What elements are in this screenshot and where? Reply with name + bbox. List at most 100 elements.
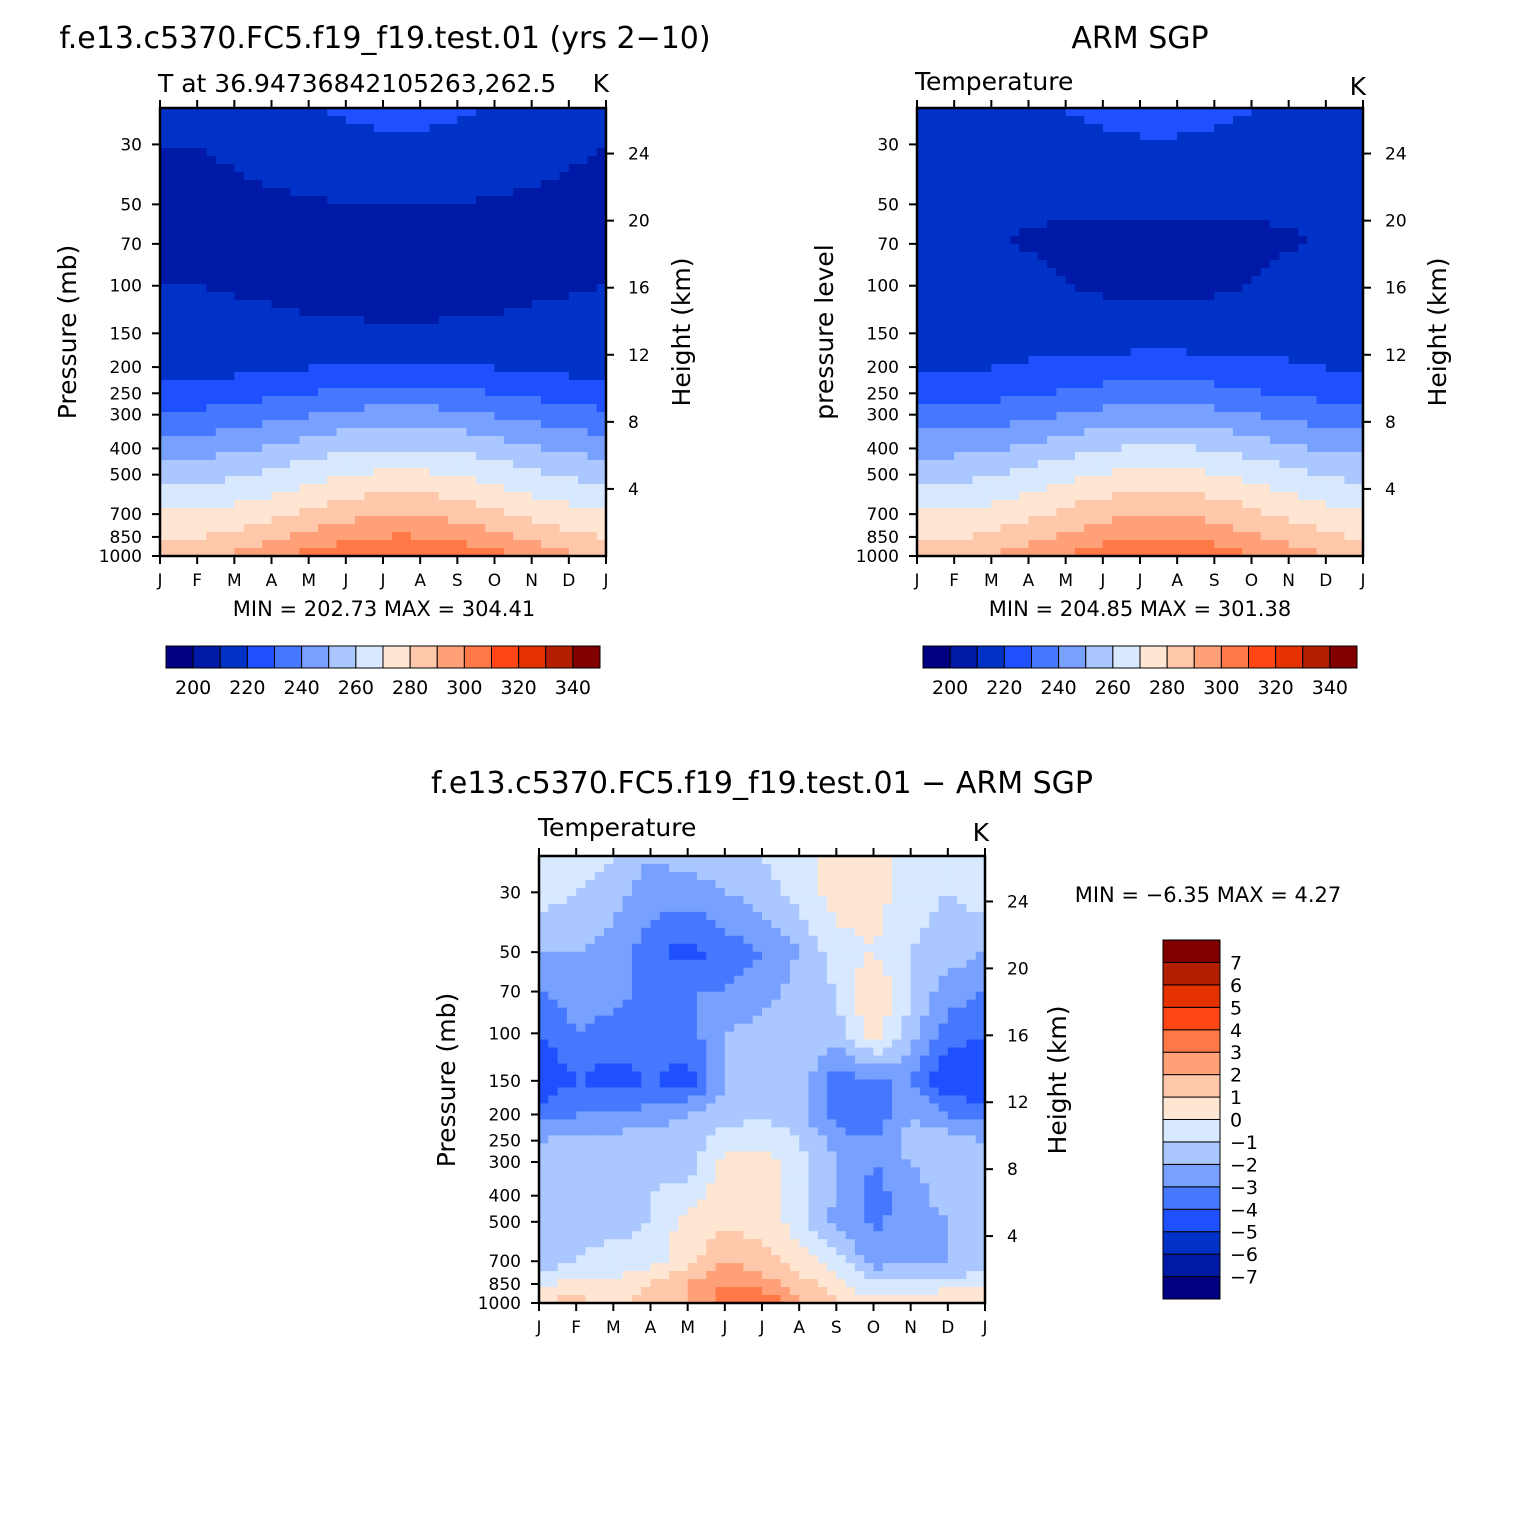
contour-cell	[160, 388, 170, 397]
contour-cell	[197, 524, 208, 533]
contour-cell	[559, 524, 570, 533]
contour-cell	[1316, 300, 1327, 309]
contour-cell	[1270, 316, 1280, 325]
contour-cell	[1074, 420, 1085, 429]
contour-cell	[1065, 124, 1076, 133]
contour-cell	[317, 548, 328, 557]
contour-cell	[1056, 276, 1067, 285]
contour-cell	[578, 356, 589, 365]
contour-cell	[299, 212, 310, 221]
contour-cell	[1009, 356, 1020, 365]
contour-cell	[420, 428, 431, 437]
contour-cell	[457, 428, 468, 437]
contour-cell	[401, 364, 412, 373]
contour-cell	[345, 292, 356, 301]
contour-cell	[1232, 324, 1243, 333]
contour-cell	[1279, 228, 1290, 237]
contour-cell	[1316, 308, 1327, 317]
contour-cell	[187, 476, 198, 485]
contour-cell	[926, 172, 937, 181]
contour-cell	[1102, 340, 1113, 349]
contour-cell	[345, 468, 356, 477]
contour-cell	[494, 436, 505, 445]
contour-cell	[1140, 124, 1150, 133]
contour-cell	[587, 340, 598, 349]
contour-cell	[1121, 228, 1132, 237]
contour-cell	[972, 140, 983, 149]
contour-cell	[457, 220, 468, 229]
contour-cell	[1047, 332, 1057, 341]
contour-cell	[206, 316, 217, 325]
contour-cell	[1307, 436, 1318, 445]
contour-cell	[215, 220, 226, 229]
contour-cell	[568, 540, 579, 549]
contour-cell	[1177, 108, 1188, 117]
contour-cell	[438, 156, 449, 165]
contour-cell	[1214, 260, 1225, 269]
contour-cell	[991, 180, 1002, 189]
contour-cell	[1251, 252, 1262, 261]
contour-cell	[494, 500, 505, 509]
contour-cell	[355, 148, 366, 157]
contour-cell	[290, 412, 300, 421]
contour-cell	[160, 492, 170, 501]
contour-cell	[355, 140, 366, 149]
contour-cell	[982, 260, 992, 269]
contour-cell	[1028, 348, 1039, 357]
contour-cell	[1158, 108, 1169, 117]
contour-cell	[392, 356, 403, 365]
contour-cell	[373, 268, 384, 277]
contour-cell	[1186, 140, 1197, 149]
contour-cell	[1251, 380, 1262, 389]
contour-cell	[475, 132, 486, 141]
contour-cell	[1084, 204, 1095, 213]
contour-cell	[299, 300, 310, 309]
contour-cell	[494, 492, 505, 501]
contour-cell	[1325, 316, 1336, 325]
contour-cell	[206, 364, 217, 373]
contour-cell	[355, 364, 366, 373]
contour-cell	[954, 404, 965, 413]
contour-cell	[160, 220, 170, 229]
contour-cell	[1214, 276, 1225, 285]
contour-cell	[1186, 452, 1197, 461]
contour-cell	[1186, 260, 1197, 269]
contour-cell	[243, 420, 254, 429]
contour-cell	[1112, 388, 1123, 397]
contour-cell	[169, 452, 180, 461]
contour-cell	[364, 252, 375, 261]
contour-cell	[262, 452, 273, 461]
contour-cell	[1149, 332, 1160, 341]
contour-cell	[243, 244, 254, 253]
contour-cell	[1028, 252, 1039, 261]
contour-cell	[355, 292, 366, 301]
contour-cell	[1195, 236, 1206, 245]
contour-cell	[373, 452, 384, 461]
contour-cell	[1186, 404, 1197, 413]
contour-cell	[540, 460, 551, 469]
contour-cell	[169, 180, 180, 189]
contour-cell	[401, 436, 412, 445]
contour-cell	[206, 452, 217, 461]
contour-cell	[1325, 372, 1336, 381]
contour-cell	[1307, 396, 1318, 405]
contour-cell	[262, 116, 273, 125]
colorbar-label: 300	[446, 677, 482, 699]
contour-cell	[972, 356, 983, 365]
contour-cell	[401, 396, 412, 405]
contour-cell	[982, 380, 992, 389]
contour-cell	[1307, 420, 1318, 429]
contour-cell	[1186, 116, 1197, 125]
contour-cell	[1047, 116, 1057, 125]
contour-cell	[1047, 412, 1057, 421]
contour-cell	[160, 156, 170, 165]
contour-cell	[1232, 356, 1243, 365]
contour-cell	[1093, 372, 1104, 381]
contour-cell	[160, 444, 170, 453]
contour-cell	[290, 212, 300, 221]
contour-cell	[1167, 468, 1178, 477]
contour-cell	[954, 180, 965, 189]
contour-cell	[448, 244, 458, 253]
contour-cell	[1074, 340, 1085, 349]
contour-cell	[596, 348, 607, 357]
